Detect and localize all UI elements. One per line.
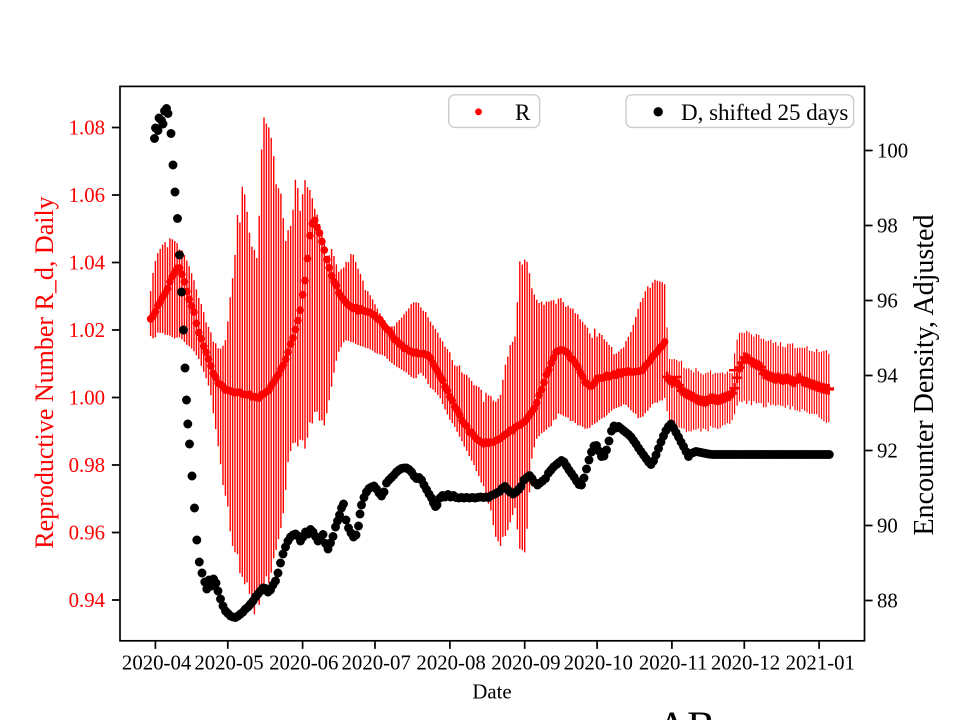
svg-text:2020-06: 2020-06 bbox=[269, 652, 338, 675]
svg-text:R: R bbox=[515, 100, 531, 125]
svg-text:1.08: 1.08 bbox=[69, 117, 105, 140]
svg-text:92: 92 bbox=[877, 440, 898, 463]
svg-text:90: 90 bbox=[877, 515, 898, 538]
svg-text:1.02: 1.02 bbox=[69, 319, 105, 342]
svg-text:2020-05: 2020-05 bbox=[194, 652, 263, 675]
svg-text:0.94: 0.94 bbox=[69, 589, 106, 612]
svg-text:0.98: 0.98 bbox=[69, 454, 105, 477]
svg-text:1.06: 1.06 bbox=[69, 184, 105, 207]
svg-text:100: 100 bbox=[877, 140, 908, 163]
svg-text:2020-08: 2020-08 bbox=[416, 652, 485, 675]
svg-text:2020-09: 2020-09 bbox=[491, 652, 560, 675]
svg-text:Encounter Density, Adjusted: Encounter Density, Adjusted bbox=[909, 215, 940, 536]
svg-text:94: 94 bbox=[877, 365, 898, 388]
svg-text:2020-10: 2020-10 bbox=[564, 652, 633, 675]
svg-text:1.00: 1.00 bbox=[69, 387, 105, 410]
svg-text:D, shifted 25 days: D, shifted 25 days bbox=[681, 100, 848, 125]
svg-text:2020-12: 2020-12 bbox=[711, 652, 780, 675]
svg-text:Date: Date bbox=[472, 681, 511, 704]
svg-text:98: 98 bbox=[877, 215, 898, 238]
svg-text:2020-11: 2020-11 bbox=[639, 652, 708, 675]
svg-text:96: 96 bbox=[877, 290, 898, 313]
svg-text:88: 88 bbox=[877, 590, 898, 613]
svg-text:Reproductive Number R_d, Daily: Reproductive Number R_d, Daily bbox=[30, 196, 59, 548]
svg-text:2020-07: 2020-07 bbox=[342, 652, 411, 675]
svg-text:2020-04: 2020-04 bbox=[122, 652, 192, 675]
svg-text:AB: AB bbox=[657, 705, 715, 721]
svg-text:2021-01: 2021-01 bbox=[786, 652, 855, 675]
svg-text:1.04: 1.04 bbox=[69, 252, 106, 275]
svg-text:0.96: 0.96 bbox=[69, 522, 105, 545]
